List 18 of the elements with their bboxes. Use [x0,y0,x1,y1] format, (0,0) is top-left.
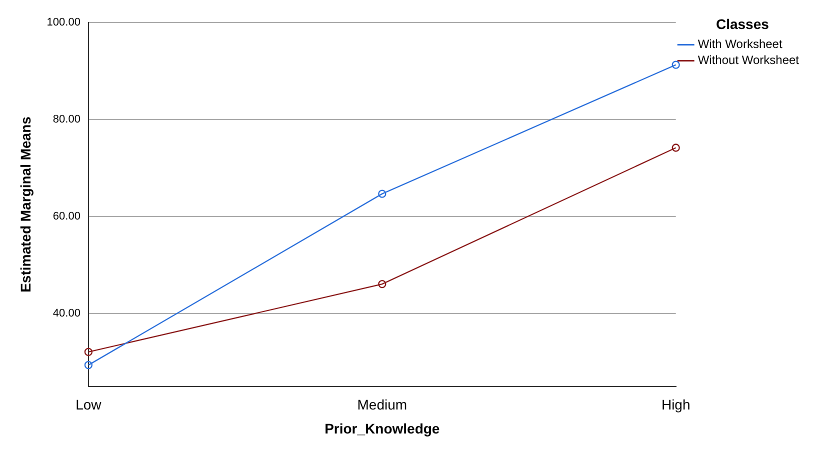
x-tick-label: Medium [357,396,408,413]
y-tick-label: 60.00 [52,210,80,223]
y-axis-title: Estimated Marginal Means [17,116,34,292]
point [84,360,93,370]
x-axis-title: Prior_Knowledge [324,420,440,436]
point [672,60,680,69]
y-tick-label: 40.00 [52,308,80,320]
point [672,144,680,152]
legend-title: Classes [716,16,770,32]
x-tick-label: High [661,396,690,413]
x-tick-label: Low [76,396,102,413]
legend-label: Without Worksheet [698,53,800,68]
y-tick-label: 100.00 [46,16,80,29]
legend-label: With Worksheet [698,37,783,52]
point [84,348,93,356]
point [378,190,386,198]
point [378,280,386,288]
y-tick-label: 80.00 [52,114,80,126]
